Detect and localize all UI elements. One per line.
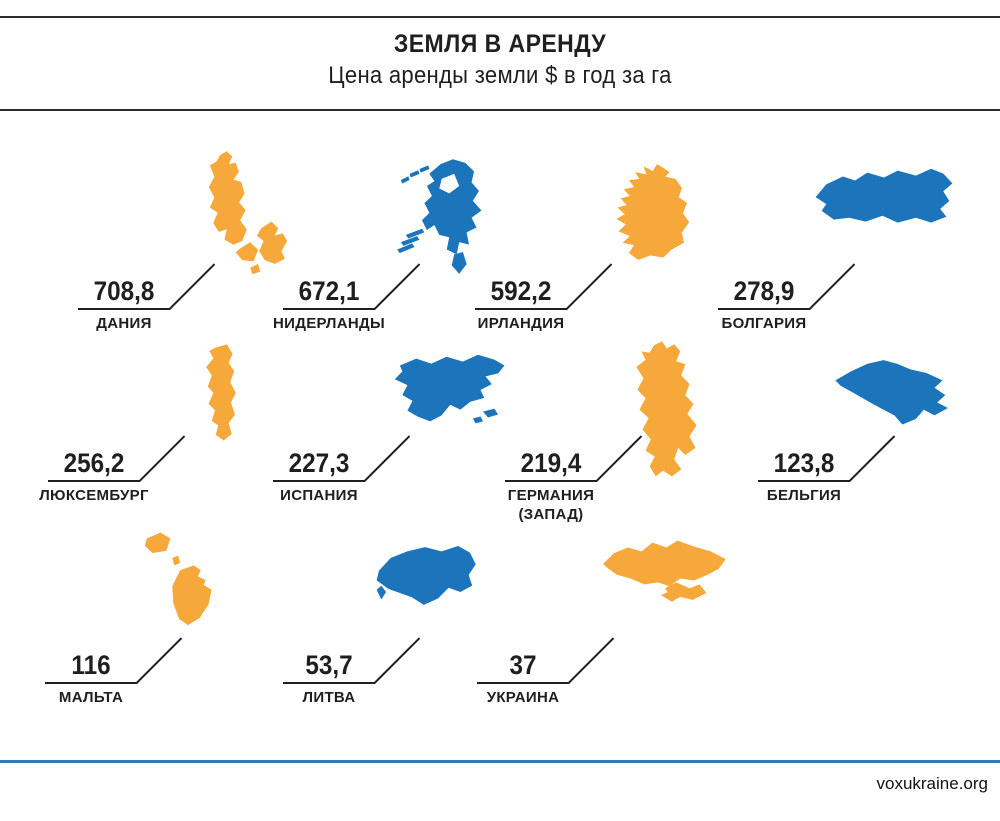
callout-diagonal-line xyxy=(567,637,615,684)
delta-island-icon xyxy=(400,236,420,246)
callout-underline xyxy=(718,308,810,310)
country-label: ДАНИЯ xyxy=(96,315,152,332)
country-label: ЛЮКСЕМБУРГ xyxy=(39,487,149,504)
luxembourg-map-icon xyxy=(206,344,236,441)
ireland-map-icon xyxy=(616,164,690,260)
callout-underline xyxy=(758,480,850,482)
ukraine-map-icon xyxy=(602,540,726,587)
callout-underline xyxy=(283,308,375,310)
callout-diagonal-line xyxy=(808,263,856,310)
spain-map-icon xyxy=(394,354,505,422)
balearic-island-icon xyxy=(472,416,484,424)
top-rule xyxy=(0,16,1000,18)
belgium-map-icon xyxy=(835,360,948,425)
country-label: ЛИТВА xyxy=(302,689,356,706)
frisian-island-icon xyxy=(400,176,410,184)
balearic-island-icon xyxy=(483,408,499,418)
country-label: БОЛГАРИЯ xyxy=(721,315,807,332)
delta-island-icon xyxy=(397,243,415,254)
malta-comino-island-icon xyxy=(172,555,181,566)
value-label: 592,2 xyxy=(490,276,552,306)
malta-gozo-island-icon xyxy=(144,532,171,554)
value-label: 37 xyxy=(509,650,537,680)
denmark-map-icon xyxy=(208,151,247,245)
callout-underline xyxy=(78,308,170,310)
callout-underline xyxy=(477,682,569,684)
country-label: УКРАИНА xyxy=(486,689,560,706)
country-label: НИДЕРЛАНДЫ xyxy=(273,315,385,332)
source-credit: voxukraine.org xyxy=(876,774,988,793)
footer-accent-line xyxy=(0,760,1000,763)
netherlands-map-icon xyxy=(421,159,482,255)
ijsselmeer-cutout xyxy=(439,173,460,194)
value-label: 256,2 xyxy=(63,448,125,478)
callout-underline xyxy=(505,480,597,482)
frisian-island-icon xyxy=(419,165,430,173)
callout-diagonal-line xyxy=(565,263,613,310)
denmark-small-island-icon xyxy=(250,263,261,275)
crimea-peninsula-icon xyxy=(660,582,707,602)
value-label: 123,8 xyxy=(773,448,835,478)
value-label: 227,3 xyxy=(288,448,350,478)
denmark-zealand-island-icon xyxy=(256,221,288,264)
value-label: 219,4 xyxy=(520,448,582,478)
country-label: ИРЛАНДИЯ xyxy=(477,315,565,332)
value-label: 53,7 xyxy=(305,650,353,680)
callout-diagonal-line xyxy=(363,435,411,482)
callout-underline xyxy=(48,480,140,482)
callout-underline xyxy=(283,682,375,684)
country-label: БЕЛЬГИЯ xyxy=(766,487,842,504)
callout-underline xyxy=(475,308,567,310)
country-label: ГЕРМАНИЯ (ЗАПАД) xyxy=(507,487,595,523)
bulgaria-map-icon xyxy=(815,168,953,223)
delta-island-icon xyxy=(405,228,425,239)
callout-underline xyxy=(45,682,137,684)
page-subtitle: Цена аренды земли $ в год за га xyxy=(328,62,672,89)
value-label: 672,1 xyxy=(298,276,360,306)
malta-map-icon xyxy=(172,565,212,626)
page-title: ЗЕМЛЯ В АРЕНДУ xyxy=(393,30,607,58)
value-label: 708,8 xyxy=(93,276,155,306)
germany-map-icon xyxy=(636,341,697,477)
header-rule xyxy=(0,109,1000,111)
callout-diagonal-line xyxy=(848,435,896,482)
callout-diagonal-line xyxy=(138,435,186,482)
value-label: 116 xyxy=(71,650,111,680)
country-label: ИСПАНИЯ xyxy=(280,487,358,504)
country-label: МАЛЬТА xyxy=(58,689,124,706)
callout-underline xyxy=(273,480,365,482)
frisian-island-icon xyxy=(409,170,420,178)
curonian-spit-icon xyxy=(376,585,387,600)
limburg-tail-icon xyxy=(451,251,467,274)
denmark-funen-island-icon xyxy=(235,242,259,262)
value-label: 278,9 xyxy=(733,276,795,306)
callout-diagonal-line xyxy=(373,637,421,684)
lithuania-map-icon xyxy=(376,546,476,605)
